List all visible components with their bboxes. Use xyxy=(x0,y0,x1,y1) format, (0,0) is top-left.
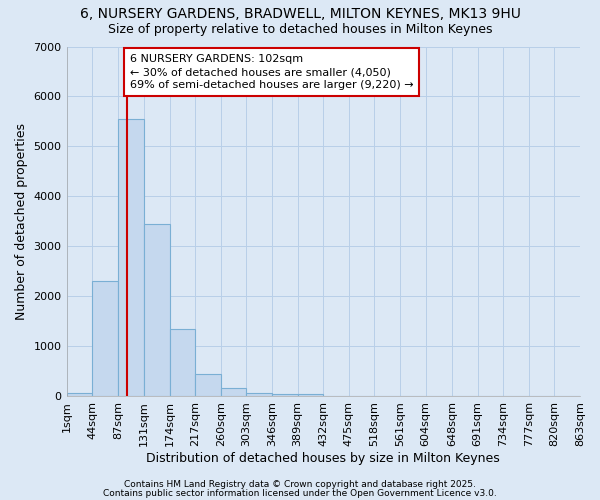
Text: 6, NURSERY GARDENS, BRADWELL, MILTON KEYNES, MK13 9HU: 6, NURSERY GARDENS, BRADWELL, MILTON KEY… xyxy=(80,8,520,22)
Bar xyxy=(170,329,195,396)
Bar xyxy=(272,394,298,396)
Y-axis label: Number of detached properties: Number of detached properties xyxy=(15,123,28,320)
X-axis label: Distribution of detached houses by size in Milton Keynes: Distribution of detached houses by size … xyxy=(146,452,500,465)
Bar xyxy=(247,392,272,396)
Bar xyxy=(144,224,170,396)
Bar xyxy=(221,388,247,396)
Text: Contains HM Land Registry data © Crown copyright and database right 2025.: Contains HM Land Registry data © Crown c… xyxy=(124,480,476,489)
Bar xyxy=(298,394,323,396)
Bar xyxy=(67,392,92,396)
Text: Contains public sector information licensed under the Open Government Licence v3: Contains public sector information licen… xyxy=(103,489,497,498)
Bar xyxy=(195,374,221,396)
Text: Size of property relative to detached houses in Milton Keynes: Size of property relative to detached ho… xyxy=(108,22,492,36)
Bar xyxy=(92,282,118,397)
Bar xyxy=(118,119,144,396)
Text: 6 NURSERY GARDENS: 102sqm
← 30% of detached houses are smaller (4,050)
69% of se: 6 NURSERY GARDENS: 102sqm ← 30% of detac… xyxy=(130,54,413,90)
